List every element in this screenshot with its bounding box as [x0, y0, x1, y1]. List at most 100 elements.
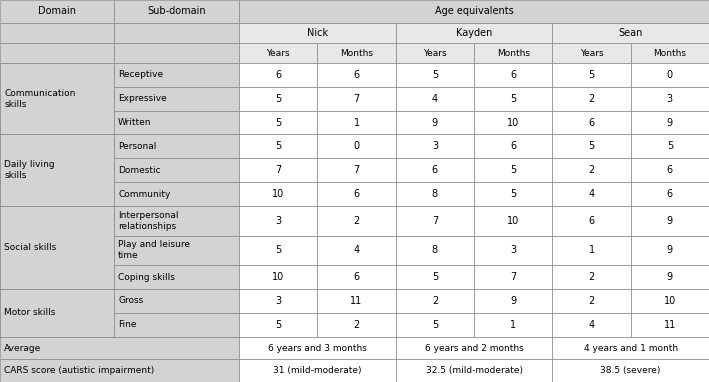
Text: Communication
skills: Communication skills	[4, 89, 76, 109]
Text: 0: 0	[666, 70, 673, 80]
Bar	[631, 43, 709, 63]
Text: 11: 11	[350, 296, 363, 306]
Text: 1: 1	[354, 118, 359, 128]
Bar	[396, 87, 474, 111]
Text: 6 years and 3 months: 6 years and 3 months	[268, 343, 367, 353]
Text: Personal: Personal	[118, 142, 157, 151]
Text: 9: 9	[510, 296, 516, 306]
Text: 2: 2	[432, 296, 438, 306]
Bar	[0, 87, 113, 111]
Bar	[318, 158, 396, 182]
Text: Years: Years	[267, 49, 290, 58]
Text: Expressive: Expressive	[118, 94, 167, 103]
Text: 2: 2	[588, 296, 595, 306]
Bar	[113, 43, 239, 63]
Bar	[552, 337, 709, 359]
Text: Written: Written	[118, 118, 152, 127]
Text: 5: 5	[588, 70, 595, 80]
Bar	[318, 313, 396, 337]
Bar	[474, 313, 552, 337]
Text: Sean: Sean	[618, 28, 643, 38]
Bar	[239, 359, 396, 382]
Bar	[318, 236, 396, 265]
Bar	[552, 265, 631, 289]
Text: 10: 10	[507, 216, 519, 226]
Bar	[0, 337, 239, 359]
Text: 5: 5	[275, 141, 281, 151]
Bar	[0, 206, 113, 236]
Text: 9: 9	[666, 216, 673, 226]
Bar	[239, 289, 318, 313]
Bar	[318, 87, 396, 111]
Text: Motor skills: Motor skills	[4, 308, 55, 317]
Text: 6: 6	[666, 165, 673, 175]
Bar	[396, 337, 552, 359]
Text: 4 years and 1 month: 4 years and 1 month	[584, 343, 678, 353]
Text: 3: 3	[432, 141, 438, 151]
Bar	[318, 111, 396, 134]
Text: 5: 5	[432, 70, 438, 80]
Bar	[552, 134, 631, 158]
Bar	[631, 289, 709, 313]
Bar	[474, 111, 552, 134]
Bar	[631, 63, 709, 87]
Bar	[631, 236, 709, 265]
Bar	[474, 206, 552, 236]
Text: 6: 6	[354, 70, 359, 80]
Bar	[552, 87, 631, 111]
Bar	[474, 134, 552, 158]
Bar	[113, 134, 239, 158]
Text: 10: 10	[507, 118, 519, 128]
Bar	[318, 265, 396, 289]
Bar	[552, 43, 631, 63]
Bar	[396, 289, 474, 313]
Bar	[552, 359, 709, 382]
Bar	[396, 43, 474, 63]
Bar	[239, 43, 318, 63]
Text: Years: Years	[423, 49, 447, 58]
Text: 2: 2	[588, 165, 595, 175]
Bar	[239, 87, 318, 111]
Bar	[631, 182, 709, 206]
Text: 5: 5	[275, 94, 281, 104]
Bar	[0, 134, 113, 158]
Text: 31 (mild-moderate): 31 (mild-moderate)	[273, 366, 362, 375]
Bar	[552, 206, 631, 236]
Bar	[239, 265, 318, 289]
Text: 6: 6	[275, 70, 281, 80]
Text: 5: 5	[275, 245, 281, 256]
Bar	[474, 289, 552, 313]
Text: 4: 4	[354, 245, 359, 256]
Text: 6: 6	[432, 165, 438, 175]
Bar	[474, 158, 552, 182]
Text: 3: 3	[275, 216, 281, 226]
Bar	[239, 337, 396, 359]
Text: Daily living
skills: Daily living skills	[4, 160, 55, 180]
Bar	[396, 158, 474, 182]
Text: Sub-domain: Sub-domain	[147, 6, 206, 16]
Text: Age equivalents: Age equivalents	[435, 6, 513, 16]
Bar	[239, 0, 709, 23]
Text: 1: 1	[510, 320, 516, 330]
Bar	[0, 265, 113, 289]
Bar	[113, 63, 239, 87]
Bar	[474, 87, 552, 111]
Bar	[239, 111, 318, 134]
Text: Months: Months	[497, 49, 530, 58]
Bar	[0, 289, 113, 313]
Text: 5: 5	[432, 272, 438, 282]
Text: 9: 9	[666, 118, 673, 128]
Bar	[396, 134, 474, 158]
Bar	[318, 63, 396, 87]
Bar	[0, 63, 113, 134]
Bar	[0, 111, 113, 134]
Text: 6: 6	[588, 118, 595, 128]
Bar	[318, 289, 396, 313]
Bar	[239, 23, 396, 43]
Bar	[0, 289, 113, 337]
Text: 8: 8	[432, 189, 438, 199]
Text: 8: 8	[432, 245, 438, 256]
Text: Play and leisure
time: Play and leisure time	[118, 240, 190, 261]
Text: Community: Community	[118, 189, 170, 199]
Text: 3: 3	[275, 296, 281, 306]
